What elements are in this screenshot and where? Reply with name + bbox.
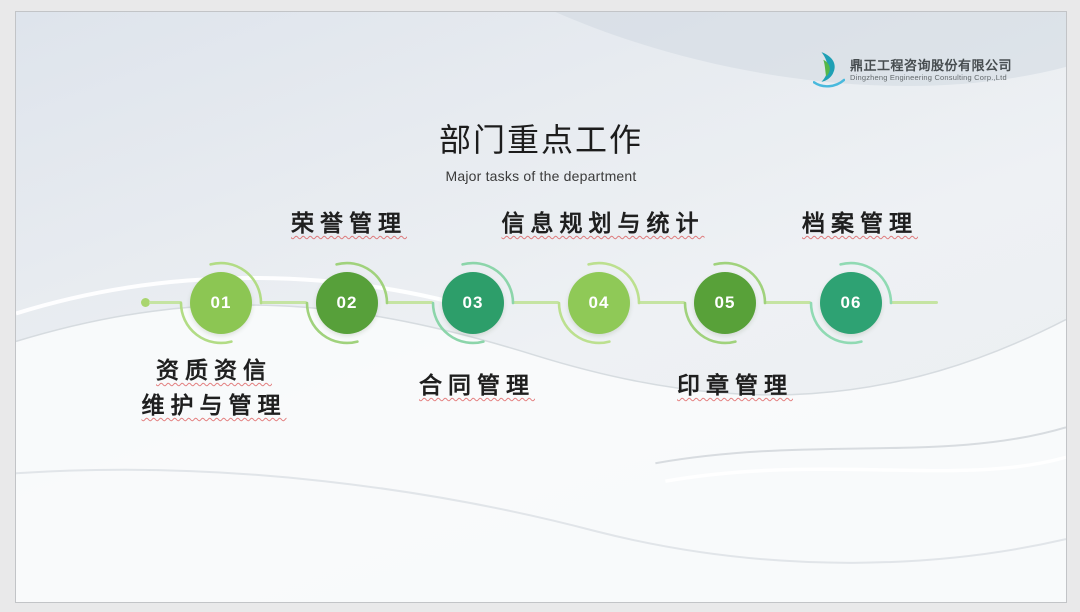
node-arc-decoration bbox=[179, 261, 263, 345]
node-arc-decoration bbox=[809, 261, 893, 345]
timeline-node-circle[interactable]: 02 bbox=[316, 272, 378, 334]
node-arc-decoration bbox=[431, 261, 515, 345]
node-label-line: 资质资信 bbox=[156, 357, 272, 383]
timeline-connector bbox=[639, 301, 685, 304]
timeline-connector bbox=[891, 301, 938, 304]
node-number: 01 bbox=[210, 293, 232, 312]
timeline-node-label[interactable]: 资质资信 维护与管理 bbox=[142, 353, 287, 423]
timeline-node-label[interactable]: 印章管理 bbox=[677, 372, 793, 398]
timeline-connector bbox=[149, 301, 182, 304]
timeline-node-circle[interactable]: 05 bbox=[694, 272, 756, 334]
node-number: 04 bbox=[588, 293, 610, 312]
node-number: 05 bbox=[714, 293, 736, 312]
node-arc-decoration bbox=[305, 261, 389, 345]
timeline: 01 资质资信 维护与管理 02 荣誉管理 03 bbox=[16, 12, 1066, 602]
company-name-en: Dingzheng Engineering Consulting Corp.,L… bbox=[849, 73, 1007, 83]
timeline-node-circle[interactable]: 01 bbox=[190, 272, 252, 334]
timeline-connector bbox=[387, 301, 433, 304]
company-name-zh: 鼎正工程咨询股份有限公司 bbox=[849, 58, 1012, 74]
node-number: 06 bbox=[840, 293, 862, 312]
node-number: 02 bbox=[336, 293, 358, 312]
company-logo-mark-icon bbox=[812, 52, 845, 88]
node-number: 03 bbox=[462, 293, 484, 312]
timeline-node-label[interactable]: 信息规划与统计 bbox=[501, 210, 705, 236]
node-arc-decoration bbox=[683, 261, 767, 345]
background-swoosh-decoration bbox=[16, 12, 1066, 602]
timeline-node-circle[interactable]: 06 bbox=[820, 272, 882, 334]
company-logo: 鼎正工程咨询股份有限公司 Dingzheng Engineering Consu… bbox=[812, 50, 1012, 92]
timeline-connector bbox=[513, 301, 559, 304]
page-subtitle[interactable]: Major tasks of the department bbox=[445, 168, 637, 184]
timeline-start-dot bbox=[141, 298, 150, 307]
timeline-node-label[interactable]: 荣誉管理 bbox=[291, 210, 407, 236]
page-title[interactable]: 部门重点工作 bbox=[438, 122, 643, 158]
timeline-node-circle[interactable]: 03 bbox=[442, 272, 504, 334]
timeline-node-circle[interactable]: 04 bbox=[568, 272, 630, 334]
timeline-connector bbox=[261, 301, 307, 304]
timeline-node-label[interactable]: 合同管理 bbox=[419, 372, 535, 398]
slide-canvas: 鼎正工程咨询股份有限公司 Dingzheng Engineering Consu… bbox=[15, 11, 1067, 603]
title-block[interactable]: 部门重点工作 Major tasks of the department bbox=[16, 115, 1066, 184]
timeline-node-label[interactable]: 档案管理 bbox=[802, 210, 918, 236]
node-arc-decoration bbox=[557, 261, 641, 345]
node-label-line: 维护与管理 bbox=[141, 392, 287, 418]
timeline-connector bbox=[765, 301, 811, 304]
